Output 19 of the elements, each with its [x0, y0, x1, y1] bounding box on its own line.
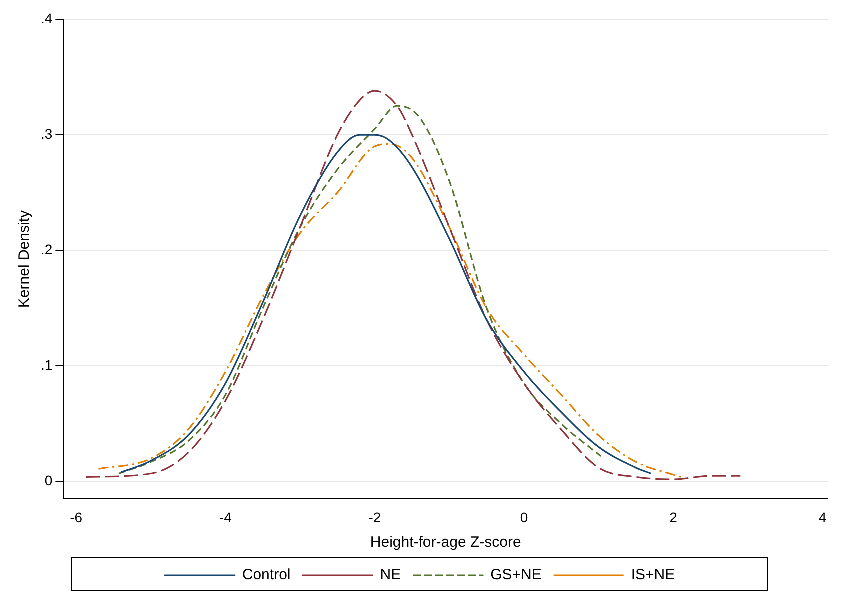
y-tick-label: .4	[40, 10, 53, 26]
legend-label: IS+NE	[631, 566, 676, 584]
legend-label: Control	[242, 566, 291, 584]
x-tick-label: -6	[70, 509, 83, 526]
legend-label: NE	[380, 566, 402, 584]
legend-label: GS+NE	[490, 566, 542, 584]
line-series	[85, 90, 742, 480]
y-tick-label: 0	[44, 472, 53, 489]
x-tick-label: 2	[670, 509, 678, 526]
x-tick-label: -4	[219, 509, 232, 526]
x-tick-label: -2	[368, 509, 382, 526]
y-axis-title: Kernel Density	[16, 210, 34, 308]
y-tick-label: .3	[40, 126, 53, 142]
x-tick-label: 0	[520, 509, 528, 526]
y-tick-label: .2	[40, 241, 53, 258]
x-axis-title: Height-for-age Z-score	[370, 534, 522, 552]
y-tick-label: .1	[40, 357, 53, 374]
x-tick-label: 4	[818, 509, 827, 526]
line-series	[118, 105, 602, 475]
